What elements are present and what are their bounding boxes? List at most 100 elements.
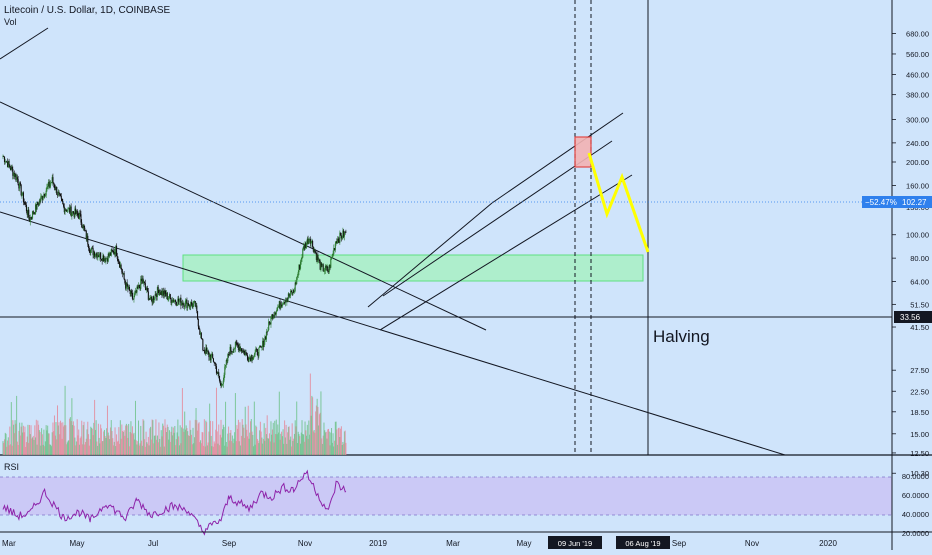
volume-bar — [287, 432, 289, 455]
volume-bar — [94, 399, 96, 455]
volume-bar — [11, 445, 13, 455]
candle-body — [198, 326, 200, 330]
price-badge — [862, 196, 932, 208]
time-axis-label: 2020 — [819, 539, 837, 548]
volume-bar — [334, 421, 336, 455]
volume-bar — [135, 440, 137, 455]
candle-body — [247, 359, 249, 362]
volume-bar — [119, 420, 121, 455]
candle-body — [290, 290, 292, 295]
candle-body — [246, 352, 248, 356]
candle-body — [271, 314, 274, 319]
candle-body — [156, 286, 158, 297]
volume-bar — [324, 432, 326, 455]
candle-body — [227, 354, 229, 362]
volume-bar — [50, 446, 52, 455]
volume-bar — [78, 444, 80, 455]
volume-bar — [66, 444, 68, 455]
candle-body — [67, 207, 69, 211]
candle-body — [110, 249, 112, 256]
volume-bar — [188, 435, 190, 455]
candle-body — [93, 252, 95, 256]
volume-bar — [186, 428, 188, 455]
candle-body — [253, 354, 255, 357]
volume-bar — [47, 433, 49, 455]
candle-body — [128, 286, 130, 291]
volume-bar — [152, 420, 154, 455]
yellow-projection-path[interactable] — [587, 152, 650, 253]
candle-body — [73, 212, 75, 217]
time-axis-label: Jul — [148, 539, 158, 548]
volume-bar — [134, 400, 136, 455]
target-box[interactable] — [574, 136, 592, 168]
candle-body — [183, 303, 185, 308]
volume-bar — [19, 422, 21, 455]
volume-bar — [125, 425, 127, 455]
candle-body — [112, 250, 114, 252]
candle-body — [89, 249, 91, 253]
volume-bar — [131, 426, 133, 455]
candle-body — [325, 265, 327, 269]
candle-body — [147, 288, 149, 292]
candle-body — [200, 333, 202, 339]
candle-body — [63, 206, 65, 213]
volume-bar — [99, 443, 101, 455]
candle-body — [54, 187, 56, 190]
candle-body — [280, 304, 282, 309]
volume-bar — [262, 438, 264, 455]
candle-body — [165, 292, 168, 297]
candle-body — [323, 270, 325, 272]
candle-body — [103, 255, 105, 261]
volume-bar — [318, 414, 320, 455]
volume-bar — [294, 420, 296, 455]
candle-body — [174, 300, 176, 301]
candle-body — [275, 311, 277, 315]
candle-body — [321, 264, 324, 266]
volume-bar — [256, 426, 258, 455]
volume-bar — [83, 421, 85, 455]
halving-label[interactable]: Halving — [653, 327, 710, 346]
candle-body — [38, 200, 40, 206]
volume-bar — [169, 441, 171, 455]
volume-bar — [281, 431, 283, 455]
candle-body — [159, 292, 161, 296]
volume-bar — [327, 429, 329, 455]
candle-body — [144, 281, 146, 284]
candle-body — [293, 290, 295, 293]
candle-body — [285, 300, 287, 303]
candle-body — [79, 212, 81, 215]
volume-bar — [96, 441, 98, 455]
candle-body — [119, 264, 121, 268]
volume-bar — [76, 419, 78, 455]
candle-body — [207, 350, 209, 353]
volume-bar — [181, 427, 183, 455]
candle-body — [178, 298, 180, 302]
candle-body — [190, 302, 193, 305]
level-badge-text: 33.56 — [900, 313, 921, 322]
volume-bar — [332, 433, 334, 455]
candle-body — [23, 202, 25, 203]
volume-bar — [40, 445, 42, 455]
time-axis-label: Sep — [672, 539, 687, 548]
candle-body — [139, 286, 141, 289]
candle-body — [248, 357, 250, 362]
volume-bar — [42, 444, 44, 455]
volume-bar — [18, 430, 20, 455]
support-zone[interactable] — [182, 254, 644, 282]
time-axis[interactable]: Mar May Jul Sep Nov 2019 Mar May 09 Jun '19 06 Au… — [2, 536, 837, 549]
candle-body — [231, 351, 233, 353]
volume-bar — [312, 431, 314, 455]
candle-body — [249, 357, 252, 362]
volume-bar — [290, 446, 292, 455]
volume-bar — [197, 430, 199, 455]
candle-body — [163, 290, 165, 296]
volume-bar — [12, 420, 14, 455]
candle-body — [69, 207, 71, 213]
candle-body — [77, 213, 79, 216]
candle-body — [264, 336, 266, 342]
volume-bar — [43, 429, 45, 455]
volume-bar — [310, 415, 312, 455]
trend-line-top-left — [0, 27, 49, 60]
volume-bar — [28, 424, 30, 455]
